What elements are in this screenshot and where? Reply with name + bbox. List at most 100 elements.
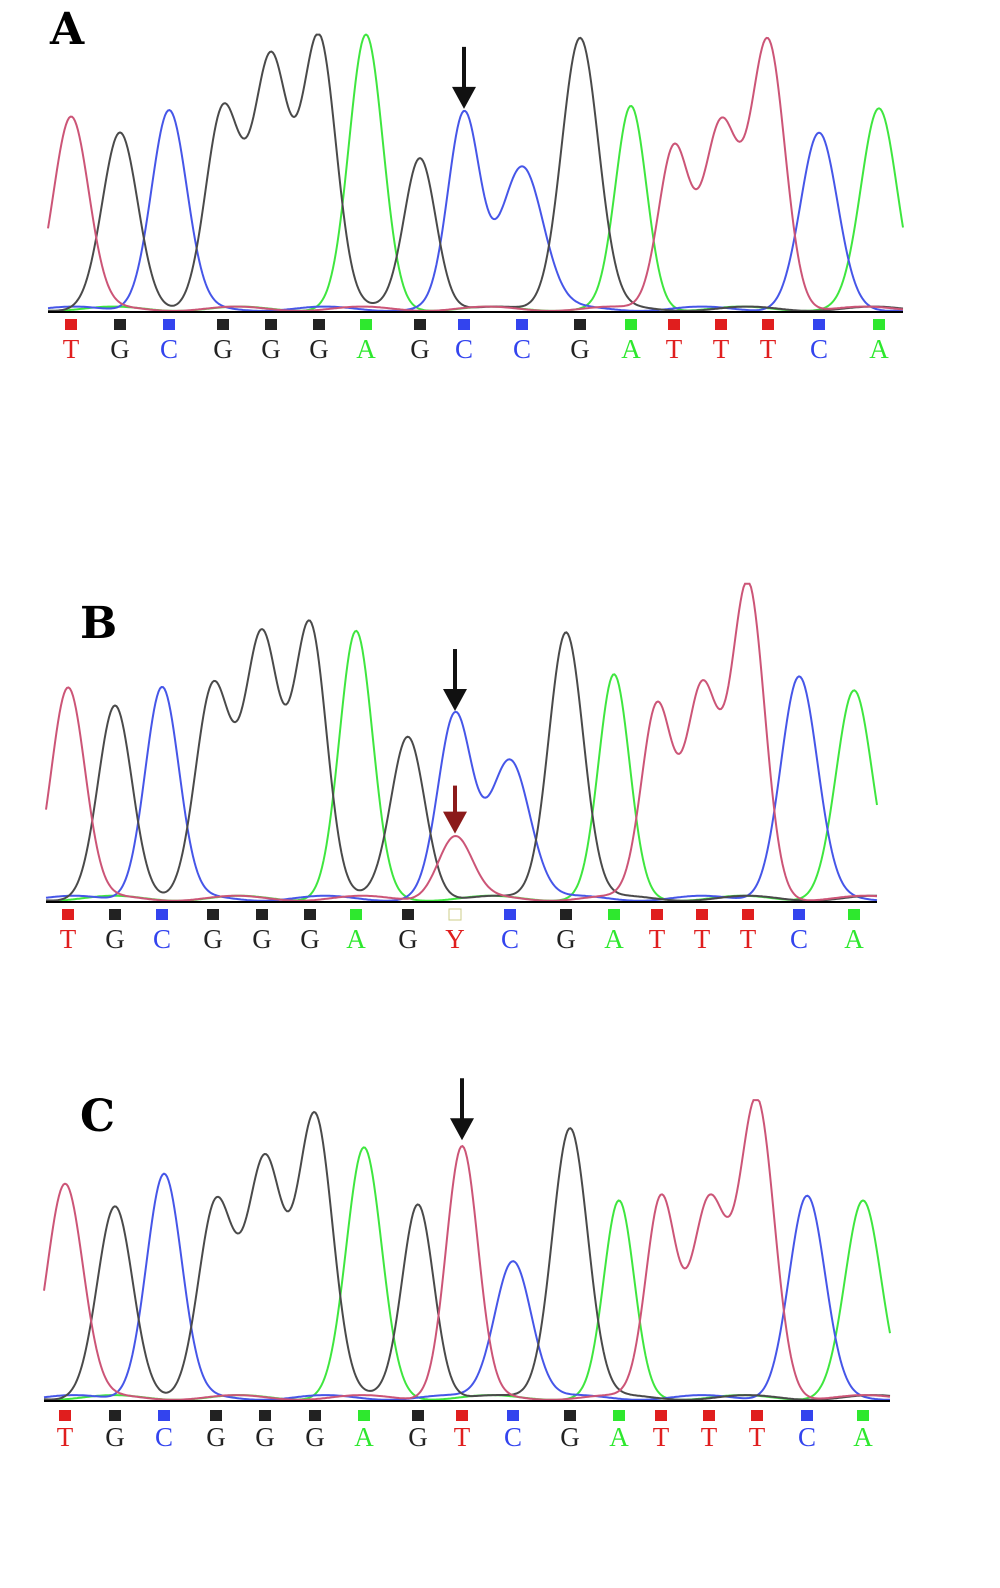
base-call-letter: A — [853, 1422, 873, 1452]
base-quality-square — [613, 1410, 625, 1421]
base-quality-square — [412, 1410, 424, 1421]
base-quality-square — [668, 319, 680, 330]
base-call-letter: G — [252, 924, 272, 954]
base-call-letter: G — [408, 1422, 428, 1452]
base-call-letter: T — [749, 1422, 766, 1452]
base-quality-square — [210, 1410, 222, 1421]
trace-g-channel — [43, 1110, 891, 1401]
base-call-letter: C — [810, 334, 828, 364]
base-quality-square — [504, 909, 516, 920]
base-quality-square — [751, 1410, 763, 1421]
base-call-letter: C — [790, 924, 808, 954]
base-call-letter: C — [455, 334, 473, 364]
trace-c-channel — [45, 675, 878, 902]
base-quality-square — [350, 909, 362, 920]
base-quality-square — [109, 909, 121, 920]
base-quality-square — [114, 319, 126, 330]
base-quality-square — [62, 909, 74, 920]
base-call-letter: C — [798, 1422, 816, 1452]
base-call-letter: G — [570, 334, 590, 364]
base-call-letter: G — [261, 334, 281, 364]
trace-c-channel — [43, 1172, 890, 1401]
base-call-letter: T — [653, 1422, 670, 1452]
base-call-letter: G — [305, 1422, 325, 1452]
base-quality-square — [265, 319, 277, 330]
base-quality-square — [256, 909, 268, 920]
base-call-letter: T — [713, 334, 730, 364]
base-quality-square — [456, 1410, 468, 1421]
base-call-letter: A — [869, 334, 889, 364]
base-quality-square — [793, 909, 805, 920]
base-call-letter: T — [60, 924, 77, 954]
base-call-letter: A — [609, 1422, 629, 1452]
base-quality-square — [156, 909, 168, 920]
base-call-letter: C — [160, 334, 178, 364]
base-quality-square — [651, 909, 663, 920]
base-call-letter: T — [694, 924, 711, 954]
base-call-letter: A — [844, 924, 864, 954]
panel-label: B — [80, 598, 118, 649]
base-call-letter: T — [649, 924, 666, 954]
base-call-letter: G — [105, 1422, 125, 1452]
panel-label: C — [80, 1091, 116, 1142]
base-call-letter: G — [213, 334, 233, 364]
base-call-letter: G — [309, 334, 329, 364]
base-quality-square — [801, 1410, 813, 1421]
base-call-letter: G — [110, 334, 130, 364]
base-quality-square — [259, 1410, 271, 1421]
base-quality-square — [217, 319, 229, 330]
base-quality-square — [696, 909, 708, 920]
base-quality-square — [715, 319, 727, 330]
base-call-letter: A — [356, 334, 376, 364]
base-call-letter: G — [560, 1422, 580, 1452]
base-quality-square — [507, 1410, 519, 1421]
down-arrow-icon — [452, 46, 476, 109]
base-call-letter: A — [604, 924, 624, 954]
base-quality-square — [762, 319, 774, 330]
base-quality-square — [574, 319, 586, 330]
base-call-letter: A — [354, 1422, 374, 1452]
base-call-letter: A — [346, 924, 366, 954]
base-call-letter: A — [621, 334, 641, 364]
base-quality-square — [163, 319, 175, 330]
base-call-letter: G — [203, 924, 223, 954]
base-call-letter: G — [255, 1422, 275, 1452]
base-quality-square — [360, 319, 372, 330]
base-quality-square — [608, 909, 620, 920]
base-call-letter: Y — [445, 924, 465, 954]
base-call-letter: C — [513, 334, 531, 364]
base-quality-square — [873, 319, 885, 330]
base-call-letter: G — [398, 924, 418, 954]
base-quality-square — [703, 1410, 715, 1421]
base-call-letter: T — [666, 334, 683, 364]
trace-t-channel — [45, 582, 878, 902]
base-call-letter: G — [206, 1422, 226, 1452]
base-call-letter: T — [740, 924, 757, 954]
base-quality-square — [59, 1410, 71, 1421]
base-call-letter: G — [410, 334, 430, 364]
down-arrow-icon — [450, 1078, 474, 1141]
base-call-letter: G — [105, 924, 125, 954]
base-quality-square — [65, 319, 77, 330]
base-call-letter: T — [701, 1422, 718, 1452]
down-arrow-icon — [443, 785, 467, 834]
base-quality-square — [109, 1410, 121, 1421]
base-quality-square — [813, 319, 825, 330]
base-call-letter: G — [300, 924, 320, 954]
base-quality-square — [458, 319, 470, 330]
trace-t-channel — [43, 1099, 891, 1401]
base-call-letter: T — [760, 334, 777, 364]
base-quality-square — [414, 319, 426, 330]
base-quality-square — [655, 1410, 667, 1421]
base-quality-square — [516, 319, 528, 330]
trace-c-channel — [47, 109, 904, 312]
down-arrow-icon — [443, 649, 467, 712]
base-quality-square — [560, 909, 572, 920]
base-quality-square — [158, 1410, 170, 1421]
